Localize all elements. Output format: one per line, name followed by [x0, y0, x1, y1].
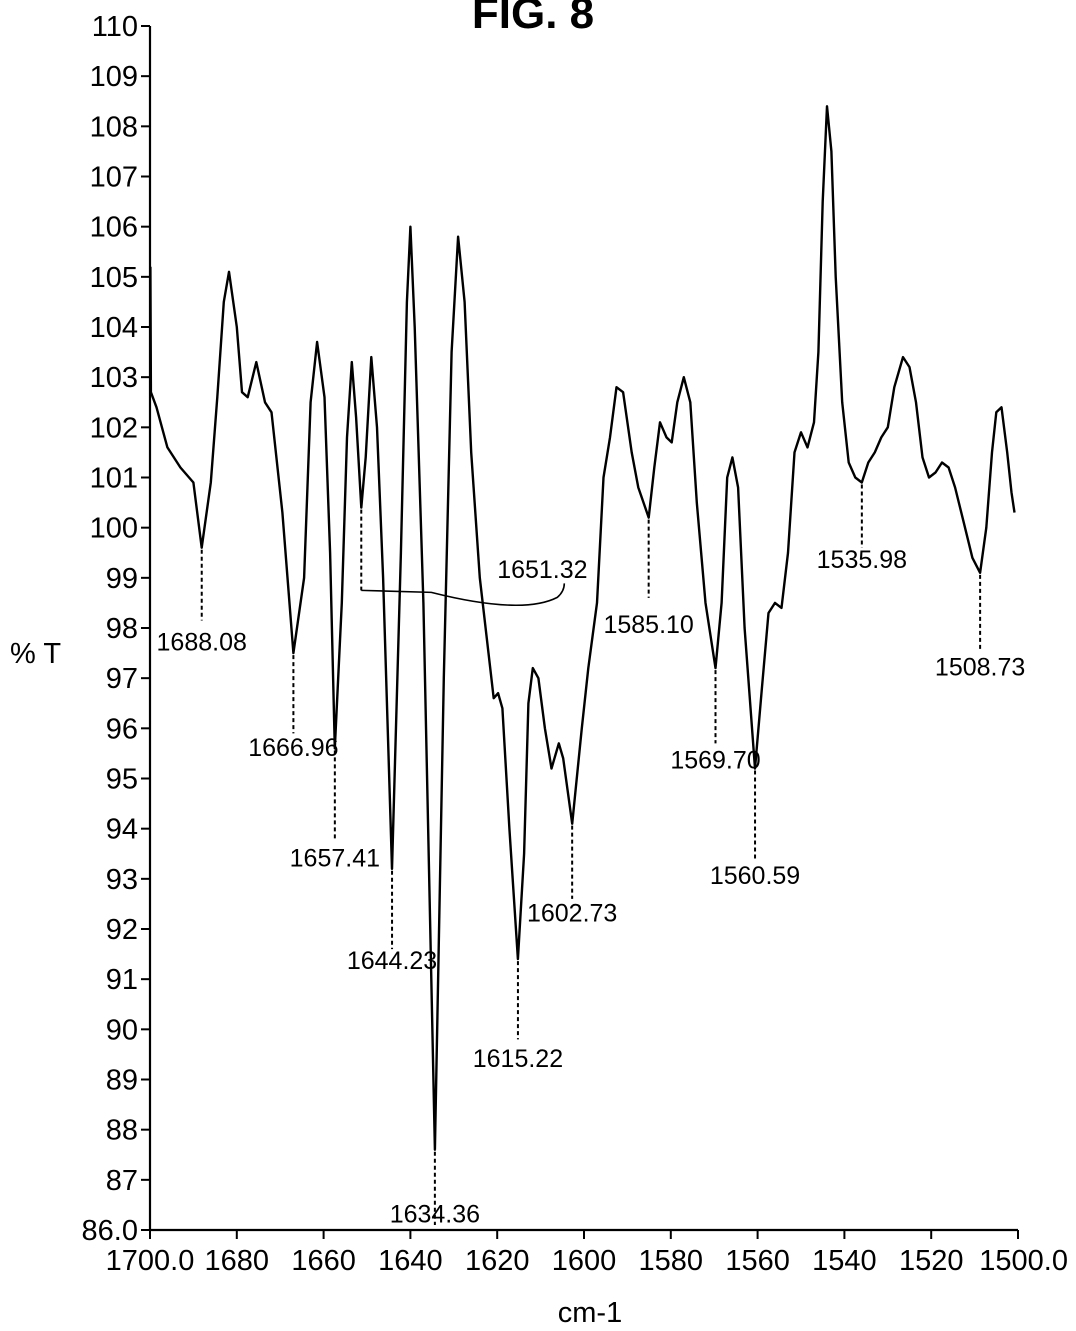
- x-tick-label: 1520: [899, 1245, 964, 1277]
- peak-label: 1688.08: [157, 629, 247, 657]
- x-tick-label: 1700.0: [106, 1245, 195, 1277]
- peak-label: 1634.36: [390, 1200, 480, 1228]
- peak-annotation: 1666.96: [248, 655, 339, 762]
- y-tick-label: 103: [90, 362, 138, 394]
- peak-annotation: 1651.32: [360, 509, 588, 607]
- peak-annotation: 1569.70: [670, 670, 761, 774]
- x-tick-label: 1580: [639, 1245, 704, 1277]
- y-tick-label: 93: [106, 864, 138, 896]
- peak-label: 1508.73: [935, 654, 1025, 682]
- peak-leader-line: [361, 583, 566, 607]
- x-tick-label: 1680: [205, 1245, 270, 1277]
- x-tick-label: 1620: [465, 1245, 530, 1277]
- x-tick-label: 1600: [552, 1245, 617, 1277]
- axes: 86.0 87 88 89 90 91 92 93 94 95 96 97 98 99 100 101 102 1…: [82, 11, 1068, 1277]
- x-tick-label: 1660: [291, 1245, 356, 1277]
- x-tick-label: 1500.0: [979, 1245, 1068, 1277]
- peak-annotation: 1585.10: [603, 519, 694, 639]
- y-tick-label: 106: [90, 212, 138, 244]
- peak-label: 1535.98: [817, 546, 907, 574]
- y-axis-label: % T: [10, 638, 61, 670]
- x-tick-label: 1640: [378, 1245, 443, 1277]
- y-tick-label: 101: [90, 463, 138, 495]
- peak-annotation: 1688.08: [157, 549, 247, 657]
- y-tick-label: 91: [106, 964, 138, 996]
- peak-label: 1569.70: [670, 746, 760, 774]
- x-tick-label: 1540: [812, 1245, 877, 1277]
- plot-area: [149, 105, 1016, 1151]
- peak-annotation: 1602.73: [527, 825, 617, 927]
- y-tick-label: 108: [90, 111, 138, 143]
- peak-label: 1560.59: [710, 862, 800, 890]
- y-tick-label: 98: [106, 613, 138, 645]
- y-tick-label: 100: [90, 513, 138, 545]
- peak-label: 1666.96: [248, 734, 338, 762]
- peak-label: 1651.32: [497, 556, 587, 584]
- figure-title: FIG. 8: [472, 0, 594, 38]
- peak-label: 1615.22: [473, 1045, 563, 1073]
- y-tick-label: 90: [106, 1014, 138, 1046]
- peak-annotation: 1535.98: [817, 484, 907, 574]
- spectrum-line: [149, 105, 1016, 1151]
- y-tick-label: 110: [92, 11, 138, 43]
- peak-annotation: 1615.22: [473, 961, 563, 1073]
- y-tick-label: 88: [106, 1115, 138, 1147]
- peak-annotation: 1508.73: [935, 574, 1025, 682]
- y-tick-label: 87: [106, 1165, 138, 1197]
- peak-label: 1585.10: [603, 611, 693, 639]
- x-tick-label: 1560: [725, 1245, 790, 1277]
- peak-annotation: 1657.41: [290, 750, 380, 872]
- peak-annotation: 1634.36: [390, 1151, 480, 1228]
- peak-label: 1657.41: [290, 844, 380, 872]
- y-tick-label: 107: [90, 162, 138, 194]
- y-tick-label: 104: [90, 312, 138, 344]
- peak-annotation: 1644.23: [347, 870, 437, 975]
- y-tick-label: 94: [106, 814, 138, 846]
- y-tick-label: 105: [90, 262, 138, 294]
- y-tick-label: 89: [106, 1065, 138, 1097]
- y-tick-label: 99: [106, 563, 138, 595]
- x-axis-label: cm-1: [558, 1297, 622, 1329]
- y-tick-label: 109: [90, 61, 138, 93]
- y-tick-label: 95: [106, 764, 138, 796]
- peak-annotation: 1560.59: [710, 770, 800, 890]
- y-tick-label: 92: [106, 914, 138, 946]
- peak-label: 1644.23: [347, 947, 437, 975]
- peak-annotations: 1688.08 1666.96 1657.41 1651.32 1644.23 1634.…: [157, 484, 1025, 1228]
- y-tick-label: 97: [106, 663, 138, 695]
- y-tick-label: 86.0: [82, 1215, 138, 1247]
- y-tick-label: 102: [90, 412, 138, 444]
- peak-label: 1602.73: [527, 899, 617, 927]
- y-tick-label: 96: [106, 713, 138, 745]
